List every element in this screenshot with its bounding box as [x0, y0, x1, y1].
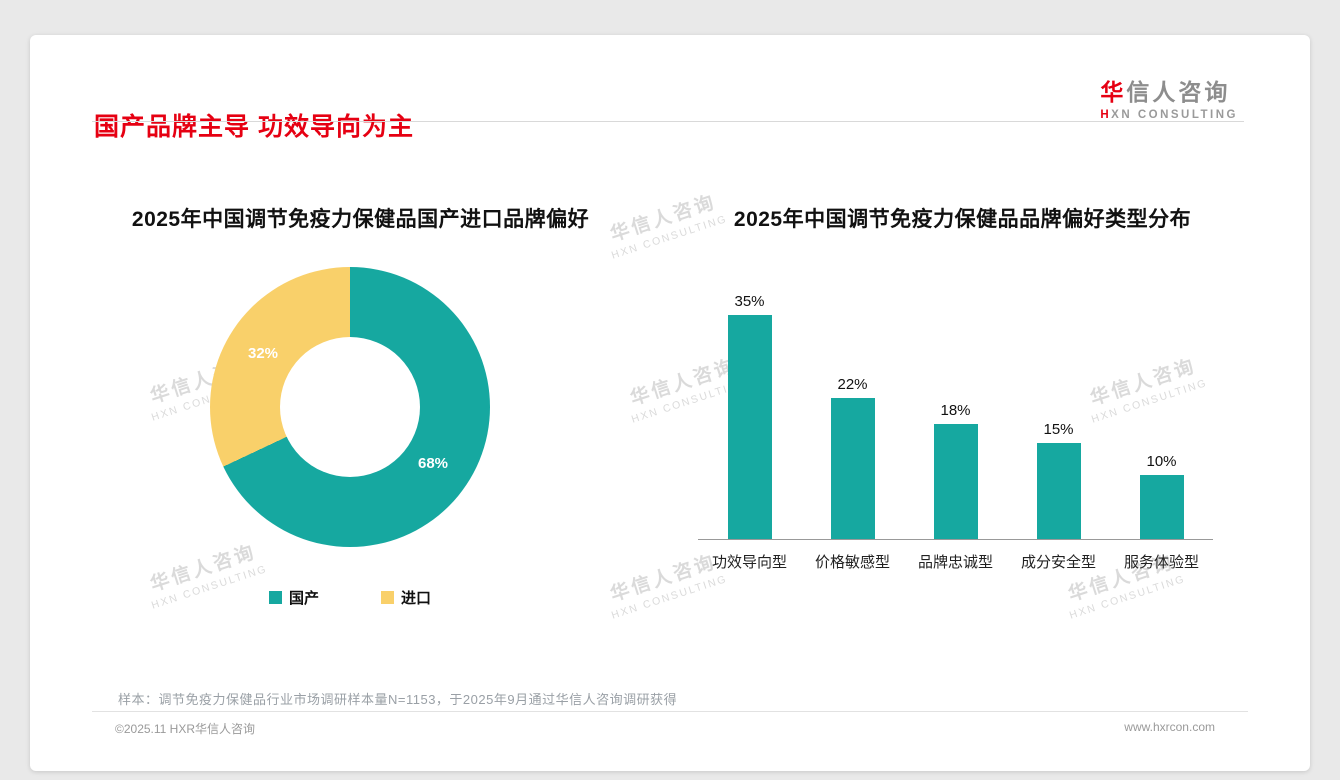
bar-value-label: 35% [734, 293, 765, 310]
legend-swatch [381, 591, 394, 604]
logo-cn-text: 华信人咨询 [1100, 79, 1231, 105]
donut-legend: 国产 进口 [210, 587, 490, 608]
bar-category-label: 成分安全型 [1020, 554, 1096, 571]
legend-item-domestic: 国产 [268, 587, 319, 608]
donut-chart-title: 2025年中国调节免疫力保健品国产进口品牌偏好 [131, 208, 590, 231]
bar-column: 35% [698, 293, 801, 539]
donut-slice-label-domestic: 68% [418, 455, 449, 472]
bar-labels-row: 功效导向型 价格敏感型 品牌忠诚型 成分安全型 服务体验型 [698, 540, 1213, 572]
donut-hole [280, 337, 420, 477]
bar-category-label: 服务体验型 [1123, 554, 1199, 571]
bar-value-label: 10% [1146, 453, 1177, 470]
bar-chart: 35% 22% 18% 15% 10% 功效导向型 价格敏感型 品牌忠诚型 成分安全型 服务体验… [698, 281, 1213, 572]
bar [933, 424, 978, 539]
page-title: 国产品牌主导 功效导向为主 [94, 113, 414, 141]
donut-chart: 32% 68% [210, 267, 490, 547]
bar-category-label: 功效导向型 [711, 554, 787, 571]
bar-value-label: 15% [1043, 421, 1074, 438]
footer-copyright: ©2025.11 HXR华信人咨询 [115, 722, 255, 736]
logo-en-text: HXN CONSULTING [1100, 109, 1238, 121]
bar [1139, 475, 1184, 539]
bar-value-label: 18% [940, 402, 971, 419]
header-divider [92, 121, 1244, 122]
slide-card: 华信人咨询 HXN CONSULTING 华信人咨询 HXN CONSULTIN… [30, 35, 1310, 771]
bars-row: 35% 22% 18% 15% 10% [698, 281, 1213, 540]
bar [727, 315, 772, 539]
bar [830, 398, 875, 539]
bar-column: 22% [801, 376, 904, 539]
bar-column: 15% [1007, 421, 1110, 539]
donut-slice-label-import: 32% [248, 345, 279, 362]
legend-item-import: 进口 [381, 587, 431, 608]
legend-label: 进口 [401, 590, 432, 607]
legend-swatch [268, 591, 282, 604]
bar-column: 18% [904, 402, 1007, 539]
bar-chart-title: 2025年中国调节免疫力保健品品牌偏好类型分布 [733, 208, 1192, 231]
watermark-text-en: HXN CONSULTING [610, 572, 729, 622]
watermark-text-en: HXN CONSULTING [1068, 572, 1187, 622]
footer-row: ©2025.11 HXR华信人咨询 www.hxrcon.com [115, 720, 1215, 737]
bar-category-label: 价格敏感型 [814, 554, 890, 571]
bar [1036, 443, 1081, 539]
bar-column: 10% [1110, 453, 1213, 539]
company-logo: 华信人咨询 HXN CONSULTING [1100, 73, 1238, 121]
sample-footnote: 样本：调节免疫力保健品行业市场调研样本量N=1153，于2025年9月通过华信人… [118, 692, 678, 707]
footer-website: www.hxrcon.com [1124, 720, 1215, 734]
bar-category-label: 品牌忠诚型 [917, 554, 993, 571]
legend-label: 国产 [288, 590, 319, 607]
bar-value-label: 22% [837, 376, 868, 393]
footer-divider [92, 711, 1248, 712]
